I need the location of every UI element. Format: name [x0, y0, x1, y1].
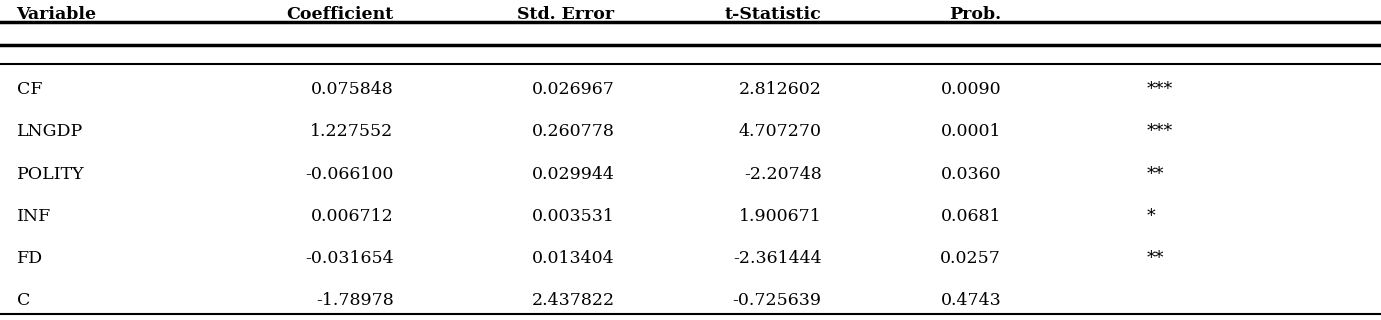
Text: 0.029944: 0.029944	[532, 165, 615, 183]
Text: -0.066100: -0.066100	[305, 165, 394, 183]
Text: *: *	[1146, 208, 1155, 225]
Text: Prob.: Prob.	[949, 6, 1001, 23]
Text: -0.031654: -0.031654	[305, 250, 394, 267]
Text: -1.78978: -1.78978	[316, 292, 394, 309]
Text: POLITY: POLITY	[17, 165, 84, 183]
Text: 0.003531: 0.003531	[532, 208, 615, 225]
Text: 2.812602: 2.812602	[739, 81, 822, 98]
Text: -2.20748: -2.20748	[744, 165, 822, 183]
Text: CF: CF	[17, 81, 41, 98]
Text: 2.437822: 2.437822	[532, 292, 615, 309]
Text: 0.0681: 0.0681	[940, 208, 1001, 225]
Text: FD: FD	[17, 250, 43, 267]
Text: 4.707270: 4.707270	[739, 123, 822, 140]
Text: 0.0001: 0.0001	[940, 123, 1001, 140]
Text: ***: ***	[1146, 123, 1172, 140]
Text: ***: ***	[1146, 81, 1172, 98]
Text: 0.4743: 0.4743	[940, 292, 1001, 309]
Text: 0.075848: 0.075848	[311, 81, 394, 98]
Text: 0.013404: 0.013404	[532, 250, 615, 267]
Text: LNGDP: LNGDP	[17, 123, 83, 140]
Text: Std. Error: Std. Error	[518, 6, 615, 23]
Text: 0.260778: 0.260778	[532, 123, 615, 140]
Text: INF: INF	[17, 208, 51, 225]
Text: -0.725639: -0.725639	[733, 292, 822, 309]
Text: 1.227552: 1.227552	[311, 123, 394, 140]
Text: C: C	[17, 292, 30, 309]
Text: 0.006712: 0.006712	[311, 208, 394, 225]
Text: 0.0360: 0.0360	[940, 165, 1001, 183]
Text: **: **	[1146, 165, 1164, 183]
Text: 0.026967: 0.026967	[532, 81, 615, 98]
Text: **: **	[1146, 250, 1164, 267]
Text: t-Statistic: t-Statistic	[725, 6, 822, 23]
Text: Variable: Variable	[17, 6, 97, 23]
Text: Coefficient: Coefficient	[286, 6, 394, 23]
Text: 1.900671: 1.900671	[739, 208, 822, 225]
Text: 0.0257: 0.0257	[940, 250, 1001, 267]
Text: -2.361444: -2.361444	[733, 250, 822, 267]
Text: 0.0090: 0.0090	[940, 81, 1001, 98]
